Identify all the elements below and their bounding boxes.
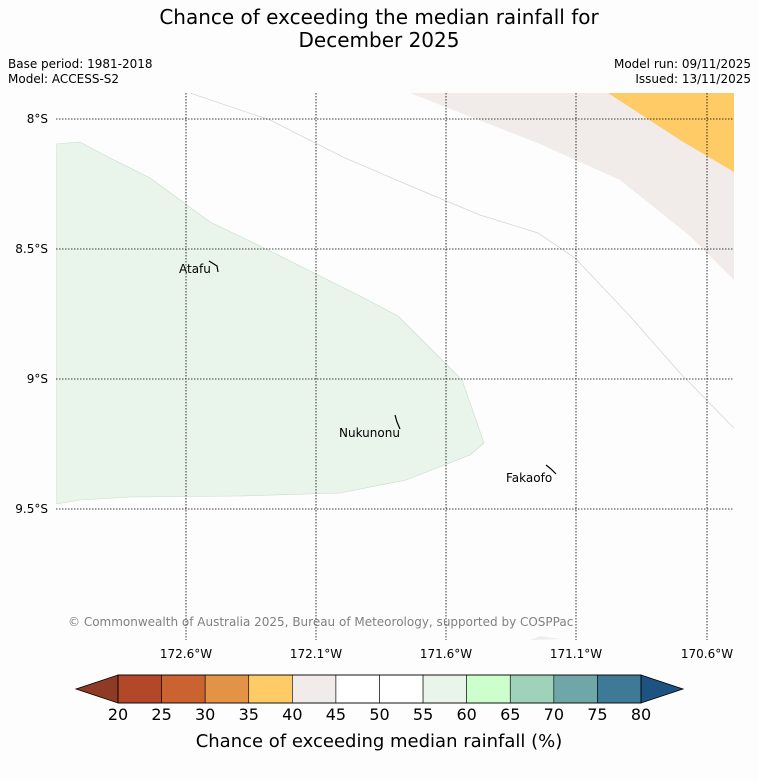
colorbar-segment xyxy=(292,674,337,704)
colorbar-segment xyxy=(204,674,250,704)
colorbar-segment xyxy=(335,674,380,704)
lat-tick-label: 8°S xyxy=(27,112,48,126)
map-area: Atafu Nukunonu Fakaofo © Commonwealth of… xyxy=(56,93,734,640)
base-period: Base period: 1981-2018 xyxy=(8,57,153,71)
copyright-notice: © Commonwealth of Australia 2025, Bureau… xyxy=(68,615,573,629)
place-label-atafu: Atafu xyxy=(179,262,211,276)
lon-tick-label: 172.6°W xyxy=(160,647,212,661)
colorbar-tick-label: 25 xyxy=(151,705,171,724)
colorbar-tick-label: 50 xyxy=(369,705,389,724)
colorbar-tick-label: 30 xyxy=(195,705,215,724)
latitude-tick-labels: 8°S 8.5°S 9°S 9.5°S xyxy=(15,112,48,516)
colorbar-segment xyxy=(161,674,206,704)
colorbar-segment xyxy=(248,674,293,704)
lon-tick-label: 171.1°W xyxy=(550,647,602,661)
model-name: Model: ACCESS-S2 xyxy=(8,72,120,86)
issued-date: Issued: 13/11/2025 xyxy=(635,72,751,86)
nukunonu-atoll-marker xyxy=(394,414,401,430)
colorbar-tick-label: 70 xyxy=(544,705,564,724)
meta-left: Base period: 1981-2018 Model: ACCESS-S2 xyxy=(8,57,153,87)
region-40-45 xyxy=(410,93,734,280)
colorbar-segment xyxy=(553,674,598,704)
chart-title: Chance of exceeding the median rainfall … xyxy=(0,6,758,52)
colorbar-frame xyxy=(117,674,642,704)
colorbar-tick-label: 65 xyxy=(500,705,520,724)
lat-tick-label: 9.5°S xyxy=(15,502,48,516)
bottom-fragment xyxy=(530,636,560,640)
colorbar-tick-label: 20 xyxy=(108,705,128,724)
colorbar-segment xyxy=(422,674,467,704)
contour-line xyxy=(189,93,734,429)
lon-tick-label: 172.1°W xyxy=(290,647,342,661)
colorbar-tick-label: 45 xyxy=(326,705,346,724)
model-run: Model run: 09/11/2025 xyxy=(613,57,751,71)
region-55-60 xyxy=(56,141,485,505)
colorbar-tick-label: 35 xyxy=(239,705,259,724)
lat-tick-label: 9°S xyxy=(27,372,48,386)
region-35-40 xyxy=(608,93,734,172)
colorbar-under-arrow xyxy=(74,674,119,704)
colorbar-segment xyxy=(379,674,424,704)
place-label-fakaofo: Fakaofo xyxy=(506,471,552,485)
place-label-nukunonu: Nukunonu xyxy=(339,426,400,440)
colorbar-label: Chance of exceeding median rainfall (%) xyxy=(196,731,563,752)
title-line-2: December 2025 xyxy=(298,28,460,52)
colorbar-over-arrow xyxy=(640,674,685,704)
colorbar-tick-label: 55 xyxy=(413,705,433,724)
colorbar-segments xyxy=(117,674,642,704)
lat-tick-label: 8.5°S xyxy=(15,242,48,256)
meta-right: Model run: 09/11/2025 Issued: 13/11/2025 xyxy=(614,57,751,87)
colorbar-tick-labels: 20 25 30 35 40 45 50 55 60 65 70 75 80 xyxy=(108,705,651,724)
fakaofo-atoll-marker xyxy=(545,464,557,475)
colorbar-tick-label: 60 xyxy=(456,705,476,724)
colorbar-tick-label: 75 xyxy=(587,705,607,724)
colorbar-segment xyxy=(509,674,555,704)
colorbar-tick-label: 40 xyxy=(282,705,302,724)
colorbar-segment xyxy=(466,674,511,704)
title-line-1: Chance of exceeding the median rainfall … xyxy=(159,5,599,29)
longitude-tick-labels: 172.6°W 172.1°W 171.6°W 171.1°W 170.6°W xyxy=(160,647,733,661)
lon-tick-label: 171.6°W xyxy=(420,647,472,661)
gridlines xyxy=(56,93,734,640)
colorbar-tick-label: 80 xyxy=(631,705,651,724)
colorbar-segment xyxy=(117,674,162,704)
lon-tick-label: 170.6°W xyxy=(681,647,733,661)
colorbar-segment xyxy=(597,674,642,704)
colorbar: 20 25 30 35 40 45 50 55 60 65 70 75 80 Chance of exc… xyxy=(74,674,685,752)
atafu-atoll-marker xyxy=(208,260,219,273)
